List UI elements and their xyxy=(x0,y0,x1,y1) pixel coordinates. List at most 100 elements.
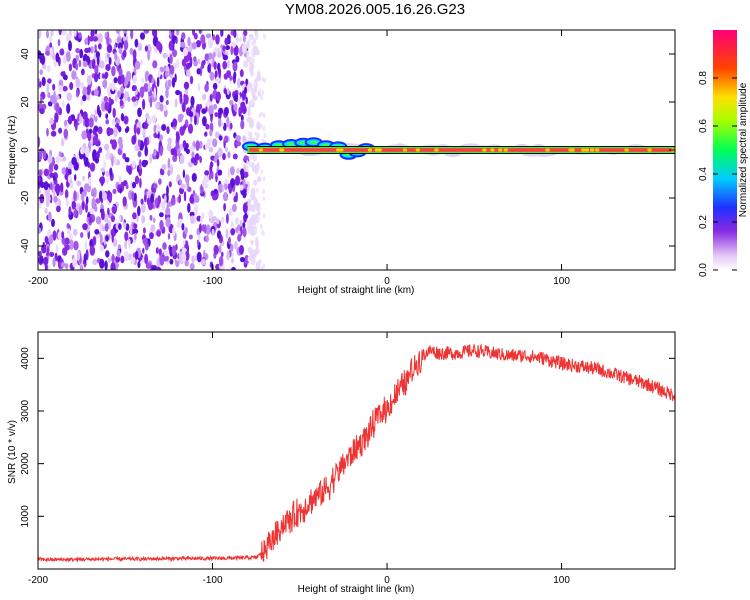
noise-blob xyxy=(222,60,228,70)
noise-blob xyxy=(80,98,84,106)
noise-blob xyxy=(156,76,160,88)
noise-blob xyxy=(220,107,223,114)
noise-blob xyxy=(230,45,234,56)
noise-blob xyxy=(132,74,137,84)
noise-blob xyxy=(229,99,234,106)
noise-blob xyxy=(121,74,125,85)
noise-blob xyxy=(103,160,106,169)
noise-blob xyxy=(247,256,251,262)
noise-blob xyxy=(254,228,257,233)
noise-blob xyxy=(89,35,94,42)
noise-blob xyxy=(49,47,53,58)
noise-blob xyxy=(260,123,263,129)
noise-blob xyxy=(84,117,90,128)
noise-blob xyxy=(122,196,127,207)
signal-peak xyxy=(498,148,503,152)
noise-blob xyxy=(263,78,267,83)
noise-blob xyxy=(237,224,241,231)
noise-blob xyxy=(149,232,154,240)
noise-blob xyxy=(190,215,195,224)
noise-blob xyxy=(153,87,157,99)
spectrogram-xlabel: Height of straight line (km) xyxy=(298,285,415,296)
noise-blob xyxy=(239,219,243,227)
noise-blob xyxy=(148,134,152,142)
figure-title: YM08.2026.005.16.26.G23 xyxy=(284,1,466,18)
noise-blob xyxy=(78,205,83,216)
noise-blob xyxy=(141,202,146,214)
noise-blob xyxy=(51,95,58,105)
noise-blob xyxy=(240,119,245,130)
noise-blob xyxy=(246,161,250,167)
noise-blob xyxy=(168,181,172,188)
noise-blob xyxy=(237,77,241,89)
signal-peak xyxy=(503,148,508,152)
noise-blob xyxy=(143,30,150,34)
noise-blob xyxy=(186,69,191,78)
noise-blob xyxy=(153,148,157,157)
noise-blob xyxy=(261,77,265,82)
noise-blob xyxy=(128,190,133,200)
noise-blob xyxy=(242,135,246,143)
noise-blob xyxy=(94,205,98,212)
noise-blob xyxy=(107,207,110,216)
noise-blob xyxy=(206,138,211,149)
noise-blob xyxy=(209,93,213,102)
noise-blob xyxy=(172,49,178,58)
noise-blob xyxy=(196,251,202,263)
noise-blob xyxy=(169,258,174,265)
noise-blob xyxy=(193,32,198,40)
noise-blob xyxy=(201,60,205,69)
noise-blob xyxy=(242,188,247,199)
noise-blob xyxy=(134,175,140,185)
noise-blob xyxy=(216,158,220,168)
noise-blob xyxy=(95,216,102,225)
noise-blob xyxy=(208,209,214,220)
noise-blob xyxy=(250,69,254,77)
noise-blob xyxy=(191,255,195,263)
noise-blob xyxy=(161,124,167,131)
noise-blob xyxy=(228,208,233,216)
noise-blob xyxy=(48,235,54,245)
noise-blob xyxy=(218,256,224,267)
noise-blob xyxy=(76,88,79,98)
noise-blob xyxy=(261,265,264,270)
noise-blob xyxy=(243,30,248,36)
snr-panel: -200 -100 0 100 1000 2000 3000 4000 Height of s… xyxy=(7,331,676,595)
noise-blob xyxy=(57,39,61,47)
noise-blob xyxy=(88,117,94,128)
noise-blob xyxy=(213,103,218,110)
noise-blob xyxy=(187,202,191,213)
noise-blob xyxy=(227,151,231,159)
noise-blob xyxy=(93,88,99,97)
noise-blob xyxy=(132,181,136,189)
noise-blob xyxy=(176,30,180,36)
noise-blob xyxy=(196,40,201,48)
snr-ylabel: SNR (10 * v/v) xyxy=(7,420,18,484)
signal-peak xyxy=(490,148,495,152)
noise-blob xyxy=(90,30,95,37)
noise-blob xyxy=(262,176,266,182)
noise-blob xyxy=(66,227,71,236)
noise-blob xyxy=(261,138,265,144)
noise-blob xyxy=(136,214,139,223)
noise-blob xyxy=(94,44,97,51)
noise-blob xyxy=(246,219,249,225)
noise-blob xyxy=(66,92,72,102)
noise-blob xyxy=(137,139,141,147)
noise-blob xyxy=(247,185,250,194)
noise-blob xyxy=(199,155,202,164)
noise-blob xyxy=(250,239,254,245)
noise-blob xyxy=(95,198,101,204)
noise-blob xyxy=(188,111,194,118)
noise-blob xyxy=(223,122,227,131)
noise-blob xyxy=(38,188,42,194)
noise-blob xyxy=(229,122,233,130)
noise-blob xyxy=(250,99,254,105)
noise-blob xyxy=(180,183,186,190)
noise-blob xyxy=(164,70,169,78)
noise-blob xyxy=(103,79,108,89)
noise-blob xyxy=(155,151,160,160)
noise-blob xyxy=(79,264,84,270)
noise-blob xyxy=(111,65,116,77)
noise-blob xyxy=(109,139,114,145)
